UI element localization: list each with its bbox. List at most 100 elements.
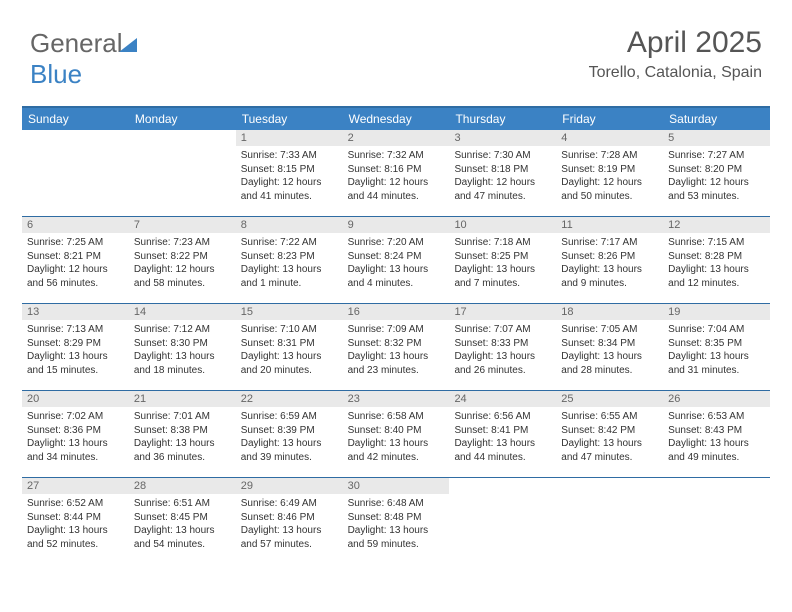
sunset-text: Sunset: 8:15 PM: [241, 163, 338, 177]
weekday-header: Sunday: [22, 108, 129, 130]
day-body: Sunrise: 6:52 AMSunset: 8:44 PMDaylight:…: [22, 494, 129, 556]
daylight-text: Daylight: 13 hours and 59 minutes.: [348, 524, 445, 551]
sunset-text: Sunset: 8:28 PM: [668, 250, 765, 264]
calendar-week: 6Sunrise: 7:25 AMSunset: 8:21 PMDaylight…: [22, 216, 770, 303]
sunrise-text: Sunrise: 7:10 AM: [241, 323, 338, 337]
day-body: Sunrise: 7:13 AMSunset: 8:29 PMDaylight:…: [22, 320, 129, 382]
weekday-header-row: SundayMondayTuesdayWednesdayThursdayFrid…: [22, 108, 770, 130]
daylight-text: Daylight: 12 hours and 41 minutes.: [241, 176, 338, 203]
day-body: Sunrise: 7:04 AMSunset: 8:35 PMDaylight:…: [663, 320, 770, 382]
sunrise-text: Sunrise: 6:53 AM: [668, 410, 765, 424]
calendar-day: 6Sunrise: 7:25 AMSunset: 8:21 PMDaylight…: [22, 217, 129, 303]
day-number: 24: [449, 391, 556, 407]
calendar-day: 15Sunrise: 7:10 AMSunset: 8:31 PMDayligh…: [236, 304, 343, 390]
calendar-day: 16Sunrise: 7:09 AMSunset: 8:32 PMDayligh…: [343, 304, 450, 390]
sunrise-text: Sunrise: 7:23 AM: [134, 236, 231, 250]
calendar-day: [663, 478, 770, 564]
sunset-text: Sunset: 8:19 PM: [561, 163, 658, 177]
daylight-text: Daylight: 13 hours and 57 minutes.: [241, 524, 338, 551]
sunrise-text: Sunrise: 6:49 AM: [241, 497, 338, 511]
day-number: 6: [22, 217, 129, 233]
daylight-text: Daylight: 13 hours and 28 minutes.: [561, 350, 658, 377]
calendar-day: [556, 478, 663, 564]
sunrise-text: Sunrise: 6:48 AM: [348, 497, 445, 511]
sunset-text: Sunset: 8:32 PM: [348, 337, 445, 351]
sunset-text: Sunset: 8:16 PM: [348, 163, 445, 177]
day-number: 22: [236, 391, 343, 407]
calendar-week: 20Sunrise: 7:02 AMSunset: 8:36 PMDayligh…: [22, 390, 770, 477]
sunrise-text: Sunrise: 7:02 AM: [27, 410, 124, 424]
calendar-day: 2Sunrise: 7:32 AMSunset: 8:16 PMDaylight…: [343, 130, 450, 216]
sunrise-text: Sunrise: 7:04 AM: [668, 323, 765, 337]
day-body: Sunrise: 7:07 AMSunset: 8:33 PMDaylight:…: [449, 320, 556, 382]
brand-part1: General: [30, 28, 123, 58]
day-body: Sunrise: 6:58 AMSunset: 8:40 PMDaylight:…: [343, 407, 450, 469]
daylight-text: Daylight: 13 hours and 1 minute.: [241, 263, 338, 290]
day-body: Sunrise: 7:33 AMSunset: 8:15 PMDaylight:…: [236, 146, 343, 208]
month-title: April 2025: [589, 26, 762, 60]
daylight-text: Daylight: 12 hours and 53 minutes.: [668, 176, 765, 203]
calendar-day: [22, 130, 129, 216]
calendar-day: 8Sunrise: 7:22 AMSunset: 8:23 PMDaylight…: [236, 217, 343, 303]
day-body: Sunrise: 6:51 AMSunset: 8:45 PMDaylight:…: [129, 494, 236, 556]
day-body: Sunrise: 6:59 AMSunset: 8:39 PMDaylight:…: [236, 407, 343, 469]
day-number: 3: [449, 130, 556, 146]
weekday-header: Thursday: [449, 108, 556, 130]
day-number: 10: [449, 217, 556, 233]
sunset-text: Sunset: 8:29 PM: [27, 337, 124, 351]
sunrise-text: Sunrise: 7:17 AM: [561, 236, 658, 250]
day-body: Sunrise: 7:12 AMSunset: 8:30 PMDaylight:…: [129, 320, 236, 382]
calendar-day: 30Sunrise: 6:48 AMSunset: 8:48 PMDayligh…: [343, 478, 450, 564]
calendar: SundayMondayTuesdayWednesdayThursdayFrid…: [22, 106, 770, 564]
sunrise-text: Sunrise: 6:52 AM: [27, 497, 124, 511]
daylight-text: Daylight: 13 hours and 54 minutes.: [134, 524, 231, 551]
sunrise-text: Sunrise: 7:20 AM: [348, 236, 445, 250]
sunset-text: Sunset: 8:39 PM: [241, 424, 338, 438]
daylight-text: Daylight: 13 hours and 4 minutes.: [348, 263, 445, 290]
calendar-day: 29Sunrise: 6:49 AMSunset: 8:46 PMDayligh…: [236, 478, 343, 564]
calendar-day: 18Sunrise: 7:05 AMSunset: 8:34 PMDayligh…: [556, 304, 663, 390]
calendar-week: 13Sunrise: 7:13 AMSunset: 8:29 PMDayligh…: [22, 303, 770, 390]
daylight-text: Daylight: 12 hours and 58 minutes.: [134, 263, 231, 290]
calendar-day: 10Sunrise: 7:18 AMSunset: 8:25 PMDayligh…: [449, 217, 556, 303]
sunset-text: Sunset: 8:22 PM: [134, 250, 231, 264]
day-body: Sunrise: 7:25 AMSunset: 8:21 PMDaylight:…: [22, 233, 129, 295]
calendar-day: 26Sunrise: 6:53 AMSunset: 8:43 PMDayligh…: [663, 391, 770, 477]
brand-logo: General Blue: [30, 28, 137, 90]
calendar-day: 20Sunrise: 7:02 AMSunset: 8:36 PMDayligh…: [22, 391, 129, 477]
daylight-text: Daylight: 13 hours and 36 minutes.: [134, 437, 231, 464]
day-number: 9: [343, 217, 450, 233]
day-body: Sunrise: 7:23 AMSunset: 8:22 PMDaylight:…: [129, 233, 236, 295]
sunset-text: Sunset: 8:31 PM: [241, 337, 338, 351]
sunrise-text: Sunrise: 6:51 AM: [134, 497, 231, 511]
day-number: 19: [663, 304, 770, 320]
sunset-text: Sunset: 8:43 PM: [668, 424, 765, 438]
sunrise-text: Sunrise: 6:58 AM: [348, 410, 445, 424]
calendar-day: 14Sunrise: 7:12 AMSunset: 8:30 PMDayligh…: [129, 304, 236, 390]
day-body: Sunrise: 7:22 AMSunset: 8:23 PMDaylight:…: [236, 233, 343, 295]
brand-part2: Blue: [30, 59, 82, 89]
weekday-header: Tuesday: [236, 108, 343, 130]
daylight-text: Daylight: 13 hours and 52 minutes.: [27, 524, 124, 551]
location-text: Torello, Catalonia, Spain: [589, 64, 762, 82]
daylight-text: Daylight: 13 hours and 26 minutes.: [454, 350, 551, 377]
calendar-day: 7Sunrise: 7:23 AMSunset: 8:22 PMDaylight…: [129, 217, 236, 303]
sunrise-text: Sunrise: 7:28 AM: [561, 149, 658, 163]
calendar-day: 19Sunrise: 7:04 AMSunset: 8:35 PMDayligh…: [663, 304, 770, 390]
day-body: Sunrise: 7:18 AMSunset: 8:25 PMDaylight:…: [449, 233, 556, 295]
sunset-text: Sunset: 8:33 PM: [454, 337, 551, 351]
sunrise-text: Sunrise: 6:59 AM: [241, 410, 338, 424]
day-number: 23: [343, 391, 450, 407]
day-number: 4: [556, 130, 663, 146]
day-body: Sunrise: 6:48 AMSunset: 8:48 PMDaylight:…: [343, 494, 450, 556]
sunrise-text: Sunrise: 7:15 AM: [668, 236, 765, 250]
calendar-week: 1Sunrise: 7:33 AMSunset: 8:15 PMDaylight…: [22, 130, 770, 216]
day-number: 2: [343, 130, 450, 146]
calendar-day: 21Sunrise: 7:01 AMSunset: 8:38 PMDayligh…: [129, 391, 236, 477]
sunrise-text: Sunrise: 7:13 AM: [27, 323, 124, 337]
sunset-text: Sunset: 8:25 PM: [454, 250, 551, 264]
sunset-text: Sunset: 8:30 PM: [134, 337, 231, 351]
sunrise-text: Sunrise: 7:12 AM: [134, 323, 231, 337]
sunrise-text: Sunrise: 7:18 AM: [454, 236, 551, 250]
day-number: 5: [663, 130, 770, 146]
